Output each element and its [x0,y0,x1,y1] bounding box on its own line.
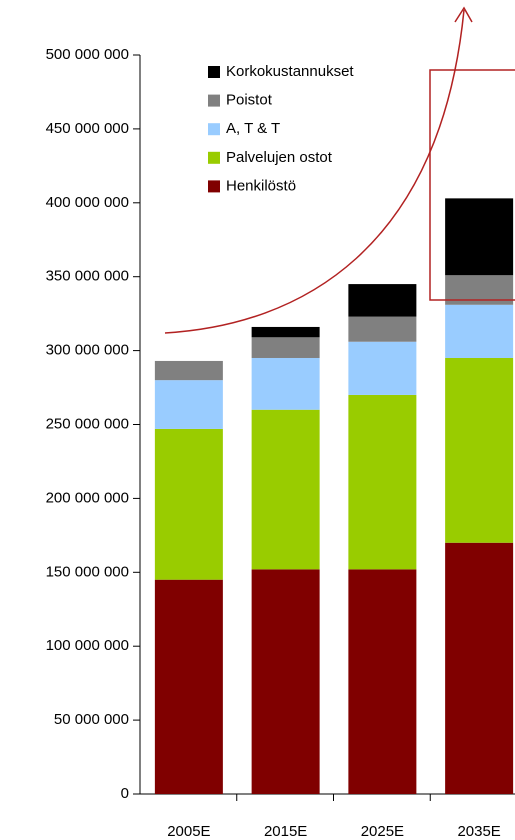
legend-swatch [208,123,220,136]
arrow-head [454,6,473,23]
y-tick-label: 300 000 000 [46,342,129,359]
legend-label: A, T & T [226,120,280,137]
bar-segment [348,316,417,342]
bar-segment [348,569,417,794]
bar-segment [251,337,320,358]
legend-swatch [208,66,220,78]
legend-label: Poistot [226,92,273,109]
bar-segment [445,198,514,276]
growth-arrow [164,9,465,334]
y-tick-label: 400 000 000 [46,194,129,211]
bar-segment [154,380,223,429]
y-tick-label: 500 000 000 [46,46,129,63]
x-tick-label: 2035E [457,823,500,840]
legend-swatch [208,94,220,107]
y-tick-label: 0 [121,785,129,802]
bar-segment [251,326,320,338]
bar-segment [154,579,223,794]
y-tick-label: 150 000 000 [46,563,129,580]
bar-segment [251,409,320,570]
y-tick-label: 200 000 000 [46,489,129,506]
bar-segment [348,341,417,395]
legend-swatch [208,151,220,164]
bar-segment [445,542,514,794]
x-tick-label: 2025E [361,823,404,840]
legend-swatch [208,180,220,193]
legend-label: Henkilöstö [226,177,296,194]
bar-segment [251,569,320,794]
bar-segment [348,394,417,570]
bar-segment [154,428,223,580]
x-tick-label: 2005E [167,823,210,840]
y-tick-label: 250 000 000 [46,415,129,432]
legend-label: Palvelujen ostot [226,149,333,166]
legend-label: Korkokustannukset [226,63,354,80]
y-tick-label: 50 000 000 [54,711,129,728]
bar-segment [154,360,223,381]
bar-segment [251,357,320,410]
y-tick-label: 350 000 000 [46,268,129,285]
x-tick-label: 2015E [264,823,307,840]
bar-segment [348,284,417,317]
bar-segment [445,304,514,358]
highlight-bracket [429,69,515,301]
y-tick-label: 100 000 000 [46,637,129,654]
bar-segment [445,357,514,543]
y-tick-label: 450 000 000 [46,120,129,137]
